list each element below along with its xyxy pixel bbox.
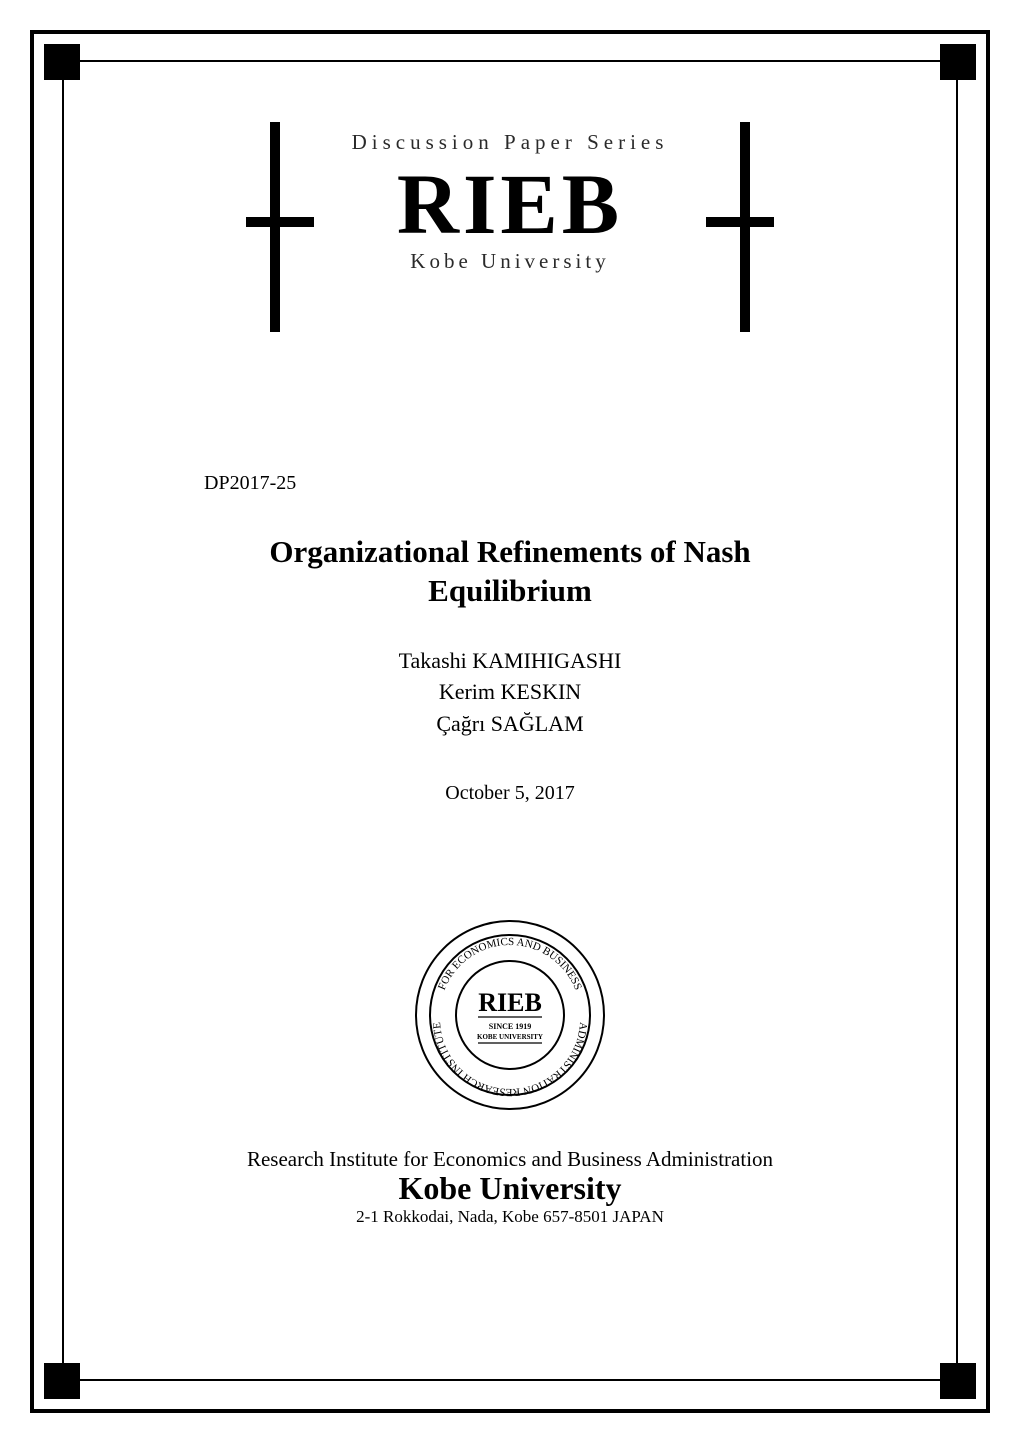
footer-block: Research Institute for Economics and Bus…: [64, 1147, 956, 1227]
footer-address: 2-1 Rokkodai, Nada, Kobe 657-8501 JAPAN: [64, 1207, 956, 1227]
institution-seal: FOR ECONOMICS AND BUSINESS ADMINISTRATIO…: [410, 915, 610, 1115]
series-label: Discussion Paper Series: [270, 130, 750, 155]
seal-since-line: SINCE 1919: [489, 1022, 531, 1031]
seal-svg: FOR ECONOMICS AND BUSINESS ADMINISTRATIO…: [410, 915, 610, 1115]
logo-university: Kobe University: [270, 249, 750, 274]
author-3: Çağrı SAĞLAM: [64, 708, 956, 740]
page-content: Discussion Paper Series RIEB Kobe Univer…: [64, 62, 956, 1379]
author-2: Kerim KESKIN: [64, 676, 956, 708]
seal-arc-top-text: FOR ECONOMICS AND BUSINESS: [436, 936, 584, 992]
svg-text:FOR ECONOMICS AND BUSINESS: FOR ECONOMICS AND BUSINESS: [436, 936, 584, 992]
logo-acronym: RIEB: [270, 161, 750, 247]
dp-number: DP2017-25: [204, 472, 956, 495]
author-1: Takashi KAMIHIGASHI: [64, 645, 956, 677]
paper-date: October 5, 2017: [64, 782, 956, 805]
logo-text: Discussion Paper Series RIEB Kobe Univer…: [270, 130, 750, 274]
title-line-2: Equilibrium: [428, 573, 592, 608]
footer-institute: Research Institute for Economics and Bus…: [64, 1147, 956, 1172]
seal-university-line: KOBE UNIVERSITY: [477, 1033, 543, 1041]
header-logo-block: Discussion Paper Series RIEB Kobe Univer…: [270, 112, 750, 342]
footer-university: Kobe University: [64, 1170, 956, 1207]
paper-title: Organizational Refinements of Nash Equil…: [64, 533, 956, 611]
seal-center-acronym: RIEB: [478, 988, 542, 1017]
title-line-1: Organizational Refinements of Nash: [269, 534, 750, 569]
authors-block: Takashi KAMIHIGASHI Kerim KESKIN Çağrı S…: [64, 645, 956, 741]
